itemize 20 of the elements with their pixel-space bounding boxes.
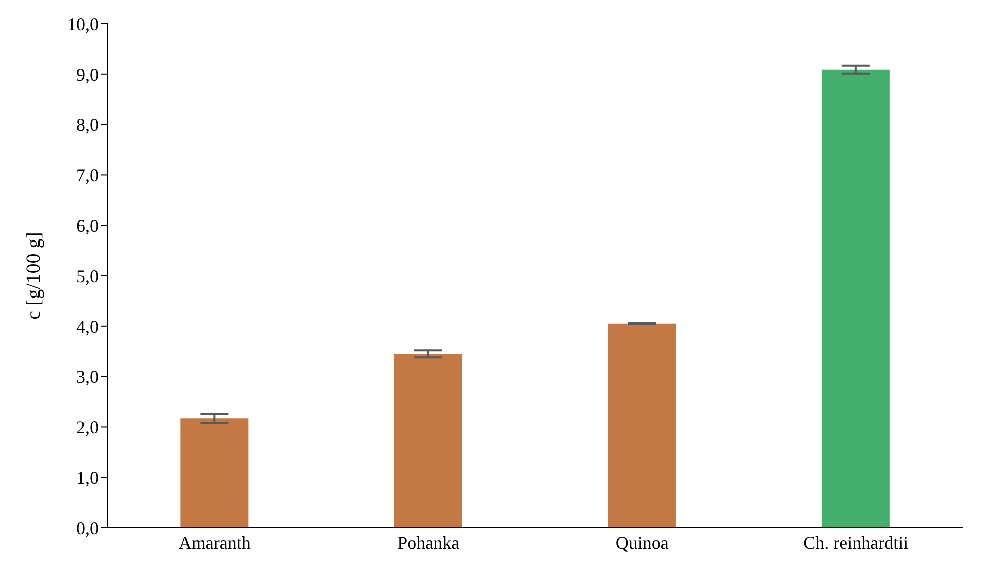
y-tick-label: 0,0 — [76, 518, 99, 538]
y-tick-label: 8,0 — [76, 115, 99, 136]
y-tick-label: 9,0 — [76, 64, 99, 85]
x-tick-label: Pohanka — [398, 532, 460, 553]
y-tick-label: 4,0 — [76, 316, 99, 337]
bar — [608, 324, 676, 528]
y-tick-label: 5,0 — [76, 266, 99, 286]
x-tick-label: Amaranth — [178, 532, 251, 553]
bar — [180, 418, 249, 528]
y-tick-label: 1,0 — [76, 468, 99, 488]
y-tick-label: 7,0 — [76, 166, 99, 186]
y-tick-label: 10,0 — [68, 14, 99, 34]
y-tick-label: 3,0 — [76, 367, 99, 388]
bar — [822, 70, 890, 528]
y-axis-title: c [g/100 g] — [23, 232, 46, 320]
y-tick-label: 6,0 — [76, 216, 99, 236]
x-tick-label: Ch. reinhardtii — [804, 532, 909, 553]
y-tick-label: 2,0 — [76, 418, 99, 438]
bar — [394, 354, 462, 528]
x-tick-label: Quinoa — [616, 532, 669, 553]
